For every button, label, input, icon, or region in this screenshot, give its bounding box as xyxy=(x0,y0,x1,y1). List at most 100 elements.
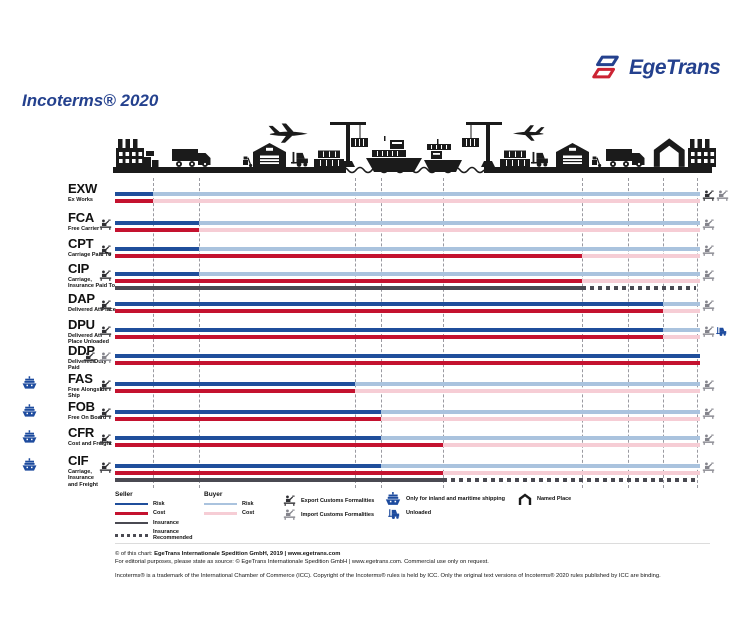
incoterm-label: FCA Free Carrier xyxy=(68,211,118,232)
seller-risk-bar xyxy=(115,464,381,468)
seller-risk-bar xyxy=(115,410,381,414)
truck-icon-2 xyxy=(606,149,645,167)
buyer-cost-swatch xyxy=(204,512,237,515)
incoterm-name: Delivered Duty Paid xyxy=(68,359,118,372)
egetrans-logo: EgeTrans xyxy=(590,54,721,81)
gridline xyxy=(153,178,154,488)
maritime-ship-icon xyxy=(22,404,37,418)
seller-risk-bar xyxy=(115,247,199,251)
import-customs-icon xyxy=(702,408,715,420)
seller-risk-bar xyxy=(115,221,199,225)
buyer-cost-bar xyxy=(663,309,700,313)
forklift-icon-2 xyxy=(531,151,548,167)
seller-risk-bar xyxy=(115,272,199,276)
legend-icon-label: Only for inland and maritime shipping xyxy=(406,495,506,502)
legend-icon-label: Named Place xyxy=(537,495,572,502)
import-customs-icon xyxy=(702,462,715,474)
maritime-ship-icon xyxy=(22,376,37,390)
import-customs-icon xyxy=(99,352,112,364)
seller-risk-bar xyxy=(115,328,663,332)
legend-item-label: Risk xyxy=(153,501,165,507)
buyer-cost-bar xyxy=(582,279,700,283)
seller-cost-bar xyxy=(115,443,443,447)
buyer-cost-bar xyxy=(199,228,700,232)
incoterm-label: FOB Free On Board xyxy=(68,400,118,421)
legend-seller-title: Seller xyxy=(115,491,133,498)
incoterm-code: EXW xyxy=(68,181,98,196)
export-customs-icon xyxy=(283,495,296,507)
named-place-icon xyxy=(518,493,532,505)
ground-right xyxy=(484,167,712,173)
plane-icon xyxy=(268,123,308,143)
export-customs-icon xyxy=(99,434,112,446)
gridline xyxy=(199,178,200,488)
incoterm-name: Free Alongside Ship xyxy=(68,387,118,400)
gridline xyxy=(663,178,664,488)
seller-risk-bar xyxy=(115,436,381,440)
incoterm-code: FCA xyxy=(68,210,95,225)
incoterm-label: CPT Carriage Paid To xyxy=(68,237,118,258)
legend-item-label: Insurance xyxy=(153,519,179,526)
export-customs-icon xyxy=(99,326,112,338)
import-customs-icon xyxy=(702,219,715,231)
unloaded-icon xyxy=(716,326,728,336)
legend-named-place-icon-entry: Named Place xyxy=(518,493,571,505)
factory-icon xyxy=(116,139,144,167)
insurance-recommended-bar xyxy=(443,478,696,482)
egetrans-logo-text: EgeTrans xyxy=(629,55,721,79)
seller-cost-swatch xyxy=(115,512,148,515)
seller-cost-bar xyxy=(115,254,582,258)
warehouse-icon-2 xyxy=(556,143,589,167)
incoterm-name: Carriage Paid To xyxy=(68,252,118,259)
buyer-risk-bar xyxy=(153,192,700,196)
plane-icon-2 xyxy=(512,125,545,141)
egetrans-logo-mark xyxy=(592,55,619,79)
insurance-recommended-bar xyxy=(582,286,696,290)
seller-cost-bar xyxy=(115,471,443,475)
legend-buyer-title: Buyer xyxy=(204,491,223,498)
import-customs-icon xyxy=(702,300,715,312)
seller-risk-bar xyxy=(115,354,700,358)
container-stack-icon xyxy=(314,150,344,167)
buyer-cost-bar xyxy=(443,471,700,475)
incoterm-code: DDP xyxy=(68,343,95,358)
ship-icon xyxy=(366,136,422,172)
import-customs-icon xyxy=(702,270,715,282)
forklift-icon xyxy=(291,151,308,167)
insurance-swatch xyxy=(115,521,148,525)
buyer-cost-bar xyxy=(153,199,700,203)
buyer-risk-bar xyxy=(381,464,700,468)
divider xyxy=(115,543,710,544)
seller-cost-bar xyxy=(115,335,663,339)
incoterm-name-line: Free On Board xyxy=(68,414,107,421)
legend-buyer: Buyer Risk Cost xyxy=(204,491,254,520)
gridline xyxy=(628,178,629,488)
legend-item-insurance: Insurance xyxy=(115,520,195,526)
buyer-cost-bar xyxy=(355,389,700,393)
incoterm-name-line: Free Carrier xyxy=(68,225,100,232)
legend-item-insurance-recommended: Insurance Recommended xyxy=(115,529,195,541)
import-customs-icon xyxy=(283,509,296,521)
buyer-risk-bar xyxy=(381,436,700,440)
incoterm-name-line: Carriage Paid To xyxy=(68,251,112,258)
incoterm-code: DPU xyxy=(68,317,95,332)
gridline xyxy=(697,178,698,488)
incoterm-name-line: Delivered Duty Paid xyxy=(68,358,107,372)
buyer-risk-bar xyxy=(381,410,700,414)
ship-icon-2 xyxy=(424,139,462,172)
cargo-boxes-icon xyxy=(144,151,159,167)
legend-item-label: Risk xyxy=(242,501,254,507)
footer-copyright-line: © of this chart: EgeTrans Internationale… xyxy=(115,551,341,557)
legend-ship-icon-entry: Only for inland and maritime shipping xyxy=(385,492,505,506)
incoterm-name-line: Delivered At Place xyxy=(68,306,116,313)
seller-cost-bar xyxy=(115,309,663,313)
export-customs-icon xyxy=(702,190,715,202)
incoterm-code: CIP xyxy=(68,261,90,276)
export-customs-icon xyxy=(99,462,112,474)
incoterm-name-line: Carriage, xyxy=(68,276,92,283)
incoterm-name-line: Insurance Paid To xyxy=(68,283,115,290)
legend-unloaded-forklift-icon-entry: Unloaded xyxy=(388,508,431,519)
incoterm-name-line: Delivered At xyxy=(68,332,100,339)
container-stack-icon-2 xyxy=(500,150,530,167)
legend-seller: Seller Risk Cost Insurance Insurance Recomm… xyxy=(115,491,195,545)
